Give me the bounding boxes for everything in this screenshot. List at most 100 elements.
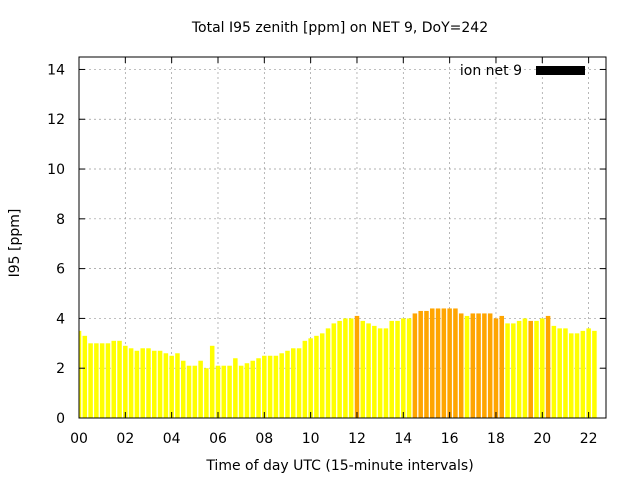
x-axis-label: Time of day UTC (15-minute intervals) xyxy=(205,458,473,474)
bar xyxy=(215,365,221,418)
chart-title: Total I95 zenith [ppm] on NET 9, DoY=242 xyxy=(191,20,488,36)
bar xyxy=(302,340,308,418)
bar xyxy=(157,350,163,418)
bar xyxy=(395,320,400,418)
bar xyxy=(204,368,209,418)
y-tick-label: 2 xyxy=(56,361,65,377)
bar xyxy=(117,340,122,418)
y-tick-label: 14 xyxy=(47,62,65,78)
bar xyxy=(401,318,406,418)
bar xyxy=(308,338,313,418)
bar xyxy=(140,348,145,418)
bar xyxy=(180,360,186,418)
bar xyxy=(412,313,418,418)
bar xyxy=(262,355,267,418)
bar xyxy=(354,315,360,418)
bar xyxy=(372,325,377,418)
bar xyxy=(360,320,366,418)
bar xyxy=(499,315,505,418)
y-axis-ticks: 0 2 4 6 8 10 12 14 xyxy=(47,62,606,427)
bars xyxy=(79,308,597,418)
x-tick-label: 16 xyxy=(441,431,459,447)
bar xyxy=(227,365,232,418)
bar xyxy=(534,320,539,418)
bar xyxy=(238,365,244,418)
bar xyxy=(406,318,412,418)
bar xyxy=(192,365,198,418)
bar xyxy=(511,323,516,418)
legend-swatch xyxy=(536,66,585,75)
bar xyxy=(568,333,574,418)
bar xyxy=(244,363,250,418)
bar xyxy=(88,343,93,418)
bar xyxy=(337,320,342,418)
bar xyxy=(105,343,111,418)
bar xyxy=(250,360,255,418)
bar xyxy=(377,328,383,418)
y-tick-label: 8 xyxy=(56,212,65,228)
bar xyxy=(186,365,192,418)
y-axis-label: I95 [ppm] xyxy=(7,209,23,278)
bar xyxy=(505,323,510,418)
x-tick-label: 06 xyxy=(209,431,227,447)
bar xyxy=(343,318,348,418)
bar xyxy=(430,308,435,418)
x-tick-label: 00 xyxy=(70,431,88,447)
bar xyxy=(152,350,157,418)
bar xyxy=(314,335,319,418)
bar xyxy=(325,328,331,418)
bar xyxy=(418,310,423,418)
bar xyxy=(285,350,290,418)
bar xyxy=(79,330,82,418)
bar xyxy=(493,318,499,418)
bar xyxy=(233,358,238,418)
bar xyxy=(134,350,140,418)
bar xyxy=(296,348,302,418)
bar xyxy=(424,310,429,418)
bar xyxy=(273,355,279,418)
bar xyxy=(470,313,476,418)
bar xyxy=(291,348,296,418)
bar xyxy=(279,353,284,418)
x-tick-label: 02 xyxy=(116,431,134,447)
bar xyxy=(209,345,215,418)
bar xyxy=(221,365,227,418)
bar xyxy=(366,323,371,418)
bar xyxy=(545,315,551,418)
bar xyxy=(574,333,580,418)
y-tick-label: 0 xyxy=(56,411,65,427)
bar xyxy=(82,335,88,418)
bar xyxy=(111,340,117,418)
x-tick-label: 04 xyxy=(163,431,181,447)
plot-frame xyxy=(78,56,607,419)
bar xyxy=(487,313,493,418)
y-tick-label: 12 xyxy=(47,112,65,128)
legend-label: ion net 9 xyxy=(460,63,522,79)
bar xyxy=(198,360,203,418)
bar xyxy=(482,313,487,418)
x-tick-label: 18 xyxy=(487,431,505,447)
bar xyxy=(175,353,180,418)
bar xyxy=(99,343,105,418)
bar xyxy=(592,330,597,418)
bar xyxy=(267,355,273,418)
bar xyxy=(557,328,562,418)
x-tick-label: 08 xyxy=(255,431,273,447)
bar xyxy=(580,330,586,418)
bar xyxy=(389,320,394,418)
bar xyxy=(586,328,591,418)
bar xyxy=(128,348,134,418)
bar xyxy=(522,318,528,418)
bar xyxy=(464,315,470,418)
x-tick-label: 22 xyxy=(580,431,598,447)
bar xyxy=(476,313,481,418)
legend: ion net 9 xyxy=(460,63,585,79)
x-tick-label: 10 xyxy=(302,431,320,447)
bar xyxy=(94,343,99,418)
x-tick-label: 20 xyxy=(533,431,551,447)
bar xyxy=(331,323,337,418)
bar xyxy=(453,308,458,418)
bar xyxy=(516,320,522,418)
bar xyxy=(563,328,568,418)
